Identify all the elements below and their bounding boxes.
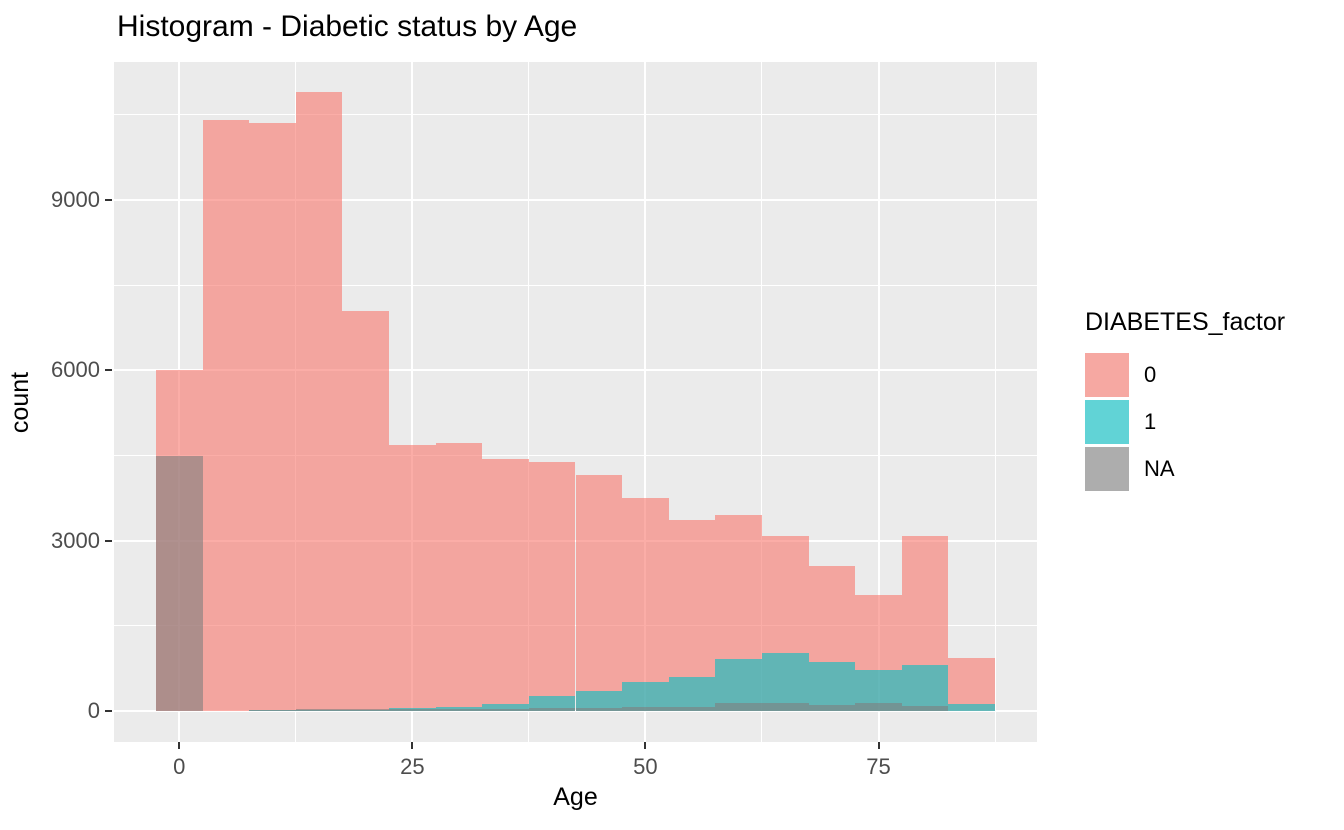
hist-bar-1 [435,706,483,712]
hist-bar-NA [855,703,902,712]
x-major-gridline [877,62,880,742]
legend-label-NA: NA [1144,456,1175,481]
legend-entry-0: 0 [1085,353,1285,397]
x-tick-mark [178,742,181,749]
x-tick-label: 75 [866,754,891,779]
legend-keys: 0 1 NA [1085,353,1285,491]
x-tick-mark [411,742,414,749]
hist-bar-1 [622,682,669,712]
plot-title: Histogram - Diabetic status by Age [117,10,578,43]
x-tick-mark [877,742,880,749]
x-tick-label: 0 [173,754,186,779]
hist-bar-NA [389,709,436,712]
plot-panel: 0 25 50 75 0 3000 6000 9000 [51,62,1037,779]
legend-label-1: 1 [1144,409,1157,434]
x-minor-gridline [994,62,996,742]
hist-bar-0 [295,92,343,712]
hist-bar-0 [622,497,669,712]
hist-bar-NA [249,709,296,712]
hist-bar-NA [575,707,623,712]
hist-bar-NA [808,704,856,712]
y-tick-label: 9000 [51,186,100,212]
y-axis-title-wrap: count [4,62,38,742]
y-major-gridline [114,369,1037,372]
hist-bar-0 [575,475,623,712]
y-minor-gridline [114,455,1037,457]
legend-entry-1: 1 [1085,400,1285,444]
legend-entry-NA: NA [1085,447,1285,491]
x-tick-mark [644,742,647,749]
hist-bar-1 [948,704,996,712]
y-tick-label: 6000 [51,357,100,383]
legend-label-0: 0 [1144,362,1157,387]
hist-bar-NA [901,706,949,712]
hist-bar-NA [482,708,529,712]
hist-bar-NA [342,709,390,712]
hist-bar-1 [808,661,856,712]
y-tick-mark [105,369,112,372]
legend-swatch-0 [1085,353,1129,397]
y-minor-gridline [114,284,1037,286]
x-axis-title: Age [553,783,598,811]
hist-bar-0 [249,123,296,712]
hist-bar-1 [528,696,576,712]
hist-bar-0 [482,458,529,712]
hist-bar-NA [155,455,203,712]
y-tick-mark [105,539,112,542]
y-major-gridline [114,710,1037,713]
hist-bar-NA [528,707,576,712]
x-major-gridline [411,62,414,742]
y-major-gridline [114,198,1037,201]
hist-bar-0 [435,443,483,712]
x-tick-label: 50 [633,754,658,779]
y-tick-label: 0 [87,698,100,724]
y-tick-mark [105,198,112,201]
hist-bar-NA [435,709,483,712]
x-major-gridline [644,62,647,742]
hist-bar-NA [761,702,809,712]
hist-bar-NA [622,706,669,712]
hist-bar-1 [575,691,623,712]
hist-bar-1 [901,664,949,712]
hist-bar-1 [668,676,716,712]
legend-swatch-1 [1085,400,1129,444]
y-axis-title: count [6,371,35,433]
x-minor-gridline [761,62,763,742]
hist-bar-0 [948,658,996,712]
hist-bar-1 [715,658,762,712]
hist-bar-0 [202,120,250,712]
legend: DIABETES_factor 0 1 NA [1085,308,1285,491]
hist-bar-1 [482,704,529,712]
hist-bar-0 [528,462,576,712]
hist-bar-0 [389,444,436,712]
hist-bar-1 [761,653,809,712]
x-tick-label: 25 [400,754,425,779]
hist-bar-0 [342,310,390,712]
hist-bar-NA [295,708,343,712]
y-minor-gridline [114,114,1037,116]
y-tick-label: 3000 [51,527,100,553]
x-minor-gridline [528,62,530,742]
legend-swatch-NA [1085,447,1129,491]
legend-title: DIABETES_factor [1085,308,1286,336]
y-tick-mark [105,710,112,713]
hist-bar-NA [715,703,762,712]
hist-bar-NA [668,706,716,712]
